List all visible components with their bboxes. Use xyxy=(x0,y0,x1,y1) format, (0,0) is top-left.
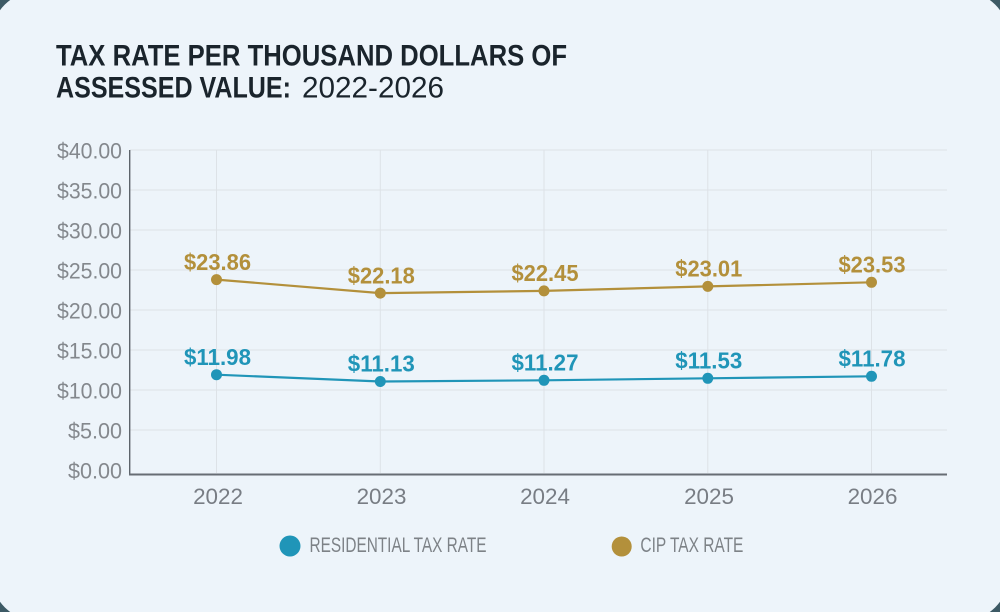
svg-text:2025: 2025 xyxy=(684,484,734,509)
svg-text:$30.00: $30.00 xyxy=(57,218,122,243)
svg-text:2024: 2024 xyxy=(520,484,570,509)
svg-text:2023: 2023 xyxy=(357,484,407,509)
svg-text:$11.78: $11.78 xyxy=(839,346,906,372)
svg-text:$10.00: $10.00 xyxy=(57,378,122,403)
svg-text:$11.53: $11.53 xyxy=(675,348,742,374)
svg-text:$5.00: $5.00 xyxy=(68,418,122,443)
svg-text:2026: 2026 xyxy=(848,484,898,509)
svg-text:$11.13: $11.13 xyxy=(348,351,415,377)
svg-text:$23.86: $23.86 xyxy=(184,249,251,275)
svg-text:$11.98: $11.98 xyxy=(184,344,251,370)
svg-text:$20.00: $20.00 xyxy=(57,298,122,323)
svg-text:ASSESSED VALUE:2022-2026: ASSESSED VALUE: 2022-2026 xyxy=(56,72,444,105)
svg-text:$23.01: $23.01 xyxy=(675,256,742,282)
svg-text:$11.27: $11.27 xyxy=(512,350,579,376)
svg-text:$0.00: $0.00 xyxy=(68,458,122,483)
svg-text:$25.00: $25.00 xyxy=(57,258,122,283)
svg-text:$40.00: $40.00 xyxy=(57,138,122,163)
svg-text:$15.00: $15.00 xyxy=(57,338,122,363)
svg-text:CIP TAX RATE: CIP TAX RATE xyxy=(640,534,743,557)
svg-text:$35.00: $35.00 xyxy=(57,178,122,203)
svg-text:$22.18: $22.18 xyxy=(348,262,415,288)
svg-text:$22.45: $22.45 xyxy=(512,260,579,286)
svg-text:2022: 2022 xyxy=(193,484,243,509)
svg-text:TAX RATE PER THOUSAND DOLLARS: TAX RATE PER THOUSAND DOLLARS OF xyxy=(56,40,567,73)
svg-text:RESIDENTIAL TAX RATE: RESIDENTIAL TAX RATE xyxy=(310,534,487,557)
svg-text:$23.53: $23.53 xyxy=(839,252,906,278)
